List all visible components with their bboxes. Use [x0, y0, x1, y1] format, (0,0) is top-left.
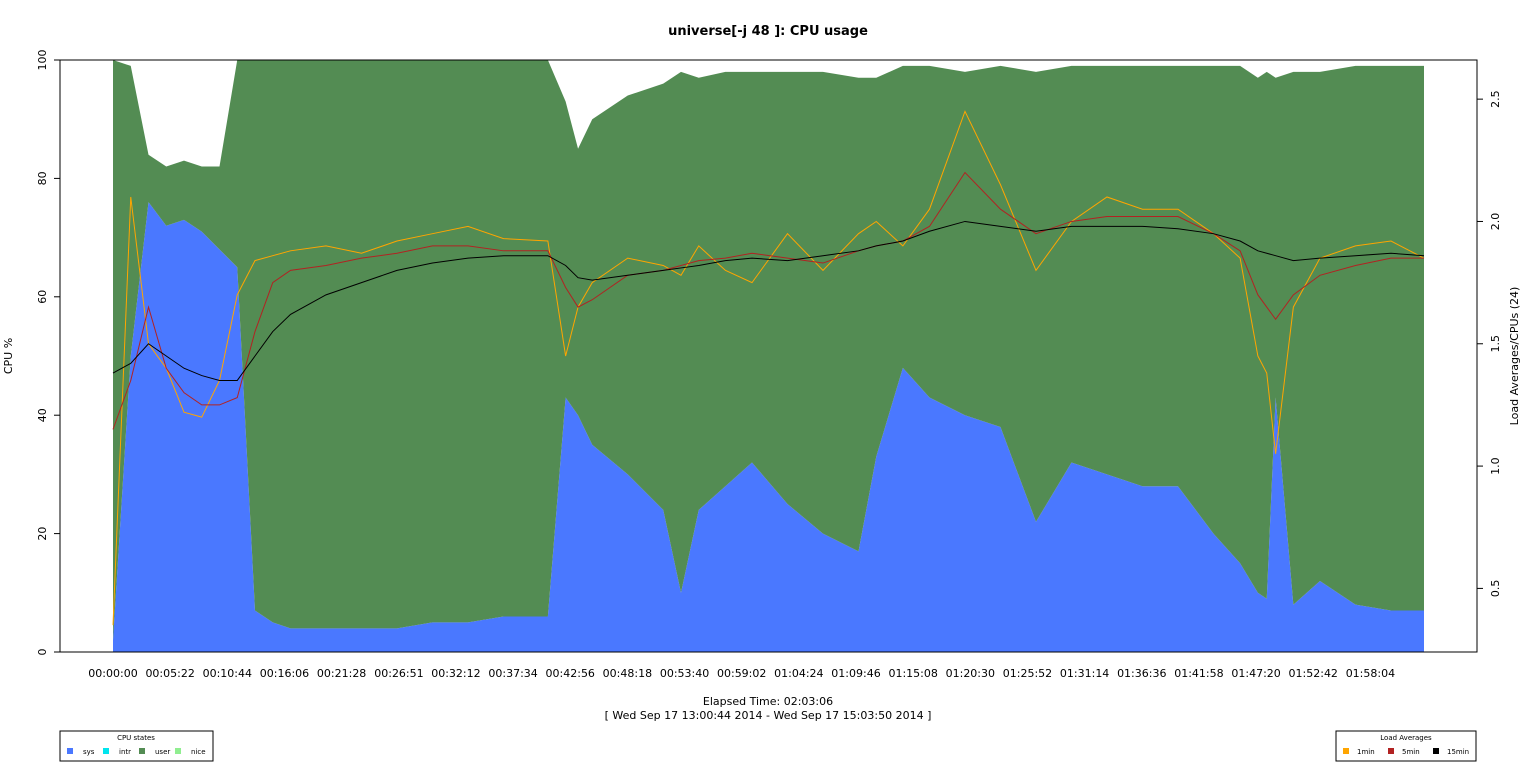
- x-tick-label: 00:32:12: [431, 667, 480, 680]
- load-legend-title: Load Averages: [1380, 734, 1432, 742]
- x-tick-label: 01:04:24: [774, 667, 823, 680]
- x-tick-label: 01:58:04: [1346, 667, 1395, 680]
- legend-label-5min: 5min: [1402, 748, 1420, 756]
- legend-swatch-1min: [1343, 748, 1349, 754]
- cpu-area-layer: [113, 60, 1424, 652]
- x-axis-label: Elapsed Time: 02:03:06: [703, 695, 833, 708]
- legend-label-intr: intr: [119, 748, 131, 756]
- y-tick-label: 0: [36, 649, 49, 656]
- right-y-axis: 0.5 1.0 1.5 2.0 2.5: [1477, 90, 1502, 597]
- area-user: [113, 60, 1424, 641]
- x-tick-label: 00:00:00: [88, 667, 137, 680]
- y-tick-label: 60: [36, 290, 49, 304]
- x-tick-label: 01:41:58: [1174, 667, 1223, 680]
- y-tick-label: 20: [36, 527, 49, 541]
- x-tick-label: 01:09:46: [831, 667, 880, 680]
- y2-tick-label: 1.0: [1489, 457, 1502, 475]
- x-tick-label: 01:20:30: [946, 667, 995, 680]
- x-tick-label: 00:10:44: [203, 667, 252, 680]
- x-tick-label: 00:26:51: [374, 667, 423, 680]
- x-tick-label: 01:25:52: [1003, 667, 1052, 680]
- plot-frame: [59, 59, 1478, 653]
- area-sys: [113, 202, 1424, 652]
- cpu-legend-box: [59, 730, 214, 762]
- legend-swatch-15min: [1433, 748, 1439, 754]
- y-tick-label: 80: [36, 171, 49, 185]
- load-line-layer: [112, 110, 1425, 626]
- legend-swatch-user: [139, 748, 145, 754]
- load-averages-legend: Load Averages 1min 5min 15min: [1335, 730, 1477, 762]
- y2-tick-label: 2.0: [1489, 213, 1502, 231]
- y2-tick-label: 1.5: [1489, 335, 1502, 353]
- date-range-label: [ Wed Sep 17 13:00:44 2014 - Wed Sep 17 …: [605, 709, 932, 722]
- x-tick-label: 00:48:18: [603, 667, 652, 680]
- line-1min: [112, 110, 1425, 626]
- x-tick-label: 00:16:06: [260, 667, 309, 680]
- x-tick-label: 00:59:02: [717, 667, 766, 680]
- cpu-legend-title: CPU states: [117, 734, 155, 742]
- legend-label-nice: nice: [191, 748, 206, 756]
- x-tick-label: 00:42:56: [546, 667, 595, 680]
- y-axis-label: CPU %: [2, 338, 15, 374]
- x-tick-label: 00:05:22: [145, 667, 194, 680]
- x-tick-label: 01:15:08: [888, 667, 937, 680]
- y-tick-label: 40: [36, 408, 49, 422]
- y-tick-label: 100: [36, 50, 49, 71]
- legend-label-15min: 15min: [1447, 748, 1469, 756]
- load-legend-box: [1335, 730, 1477, 762]
- x-tick-label: 01:52:42: [1289, 667, 1338, 680]
- legend-label-1min: 1min: [1357, 748, 1375, 756]
- x-tick-label: 01:31:14: [1060, 667, 1109, 680]
- y2-tick-label: 2.5: [1489, 90, 1502, 108]
- x-tick-label: 01:47:20: [1231, 667, 1280, 680]
- x-tick-label: 00:21:28: [317, 667, 366, 680]
- cpu-states-legend: CPU states sys intr user nice: [59, 730, 214, 762]
- legend-swatch-intr: [103, 748, 109, 754]
- legend-swatch-sys: [67, 748, 73, 754]
- line-15min: [112, 220, 1425, 381]
- legend-label-user: user: [155, 748, 170, 756]
- x-axis: 00:00:00 00:05:22 00:10:44 00:16:06 00:21:28…: [88, 667, 1395, 680]
- legend-label-sys: sys: [83, 748, 95, 756]
- x-tick-label: 00:37:34: [488, 667, 537, 680]
- y2-tick-label: 0.5: [1489, 580, 1502, 598]
- x-tick-label: 01:36:36: [1117, 667, 1166, 680]
- legend-swatch-5min: [1388, 748, 1394, 754]
- x-tick-label: 00:53:40: [660, 667, 709, 680]
- line-5min: [112, 171, 1424, 430]
- y2-axis-label: Load Averages/CPUs (24): [1508, 287, 1521, 426]
- chart-title: universe[-j 48 ]: CPU usage: [668, 24, 868, 39]
- legend-swatch-nice: [175, 748, 181, 754]
- left-y-axis: 0 20 40 60 80 100: [36, 50, 60, 656]
